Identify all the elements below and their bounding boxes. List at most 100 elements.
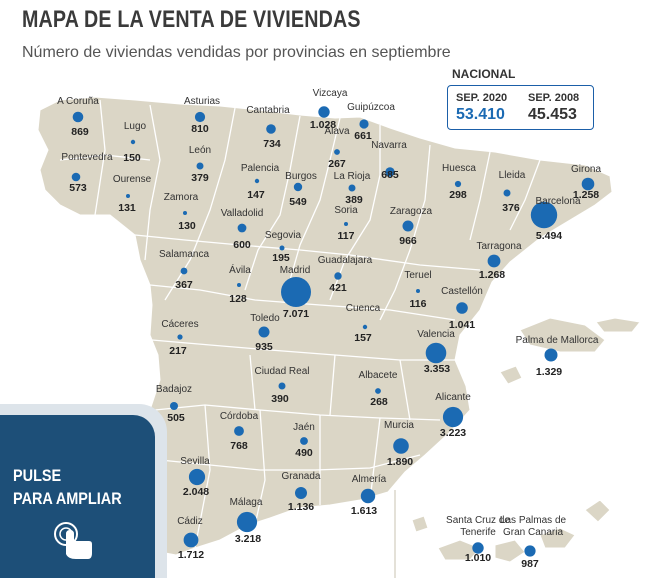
bubble-madrid <box>281 277 311 307</box>
tap-hand-icon <box>54 522 92 559</box>
bubble-guipuzcoa <box>359 119 369 129</box>
province-name-segovia: Segovia <box>265 230 302 241</box>
bubble-murcia <box>393 438 409 454</box>
bubble-lleida <box>503 189 511 197</box>
nacional-summary-box: SEP. 2020 53.410 SEP. 2008 45.453 <box>447 85 594 130</box>
province-name-lugo: Lugo <box>124 121 147 132</box>
province-value-pontevedra: 573 <box>69 182 87 194</box>
bubble-cantabria <box>266 124 276 134</box>
province-value-asturias: 810 <box>191 123 209 135</box>
bubble-avila <box>237 283 241 287</box>
province-value-girona: 1.258 <box>573 189 599 201</box>
bubble-granada <box>295 487 307 499</box>
bubble-alava <box>334 149 340 155</box>
province-name-las-palmas-de-gran-canaria-1: Las Palmas de <box>500 515 567 526</box>
province-name-teruel: Teruel <box>404 270 431 281</box>
bubble-ourense <box>126 194 130 198</box>
province-value-lleida: 376 <box>502 202 520 214</box>
bubble-jaen <box>300 437 308 445</box>
province-value-barcelona: 5.494 <box>536 230 562 242</box>
province-value-soria: 117 <box>338 230 355 242</box>
province-value-almeria: 1.613 <box>351 505 377 517</box>
province-value-leon: 379 <box>191 172 209 184</box>
province-value-alava: 267 <box>328 158 346 170</box>
province-name-valladolid: Valladolid <box>221 208 264 219</box>
bubble-albacete <box>375 388 381 394</box>
canary-islands <box>411 499 611 563</box>
province-name-pontevedra: Pontevedra <box>61 152 113 163</box>
province-value-cantabria: 734 <box>263 138 281 150</box>
province-name-a-coruna: A Coruña <box>57 96 99 107</box>
province-value-guipuzcoa: 661 <box>354 130 372 142</box>
province-name-palencia: Palencia <box>241 163 280 174</box>
province-value-granada: 1.136 <box>288 501 314 513</box>
balearic-islands <box>519 317 606 353</box>
province-value-cordoba: 768 <box>230 440 248 452</box>
bubble-sevilla <box>188 468 206 486</box>
province-value-cuenca: 157 <box>354 332 372 344</box>
zoom-button-line1: PULSE <box>13 466 62 485</box>
bubble-caceres <box>177 334 183 340</box>
bubble-barcelona <box>530 201 558 229</box>
province-value-valladolid: 600 <box>233 239 251 251</box>
province-name-avila: Ávila <box>229 263 251 276</box>
province-name-soria: Soria <box>334 205 358 216</box>
province-value-segovia: 195 <box>272 252 290 264</box>
province-value-caceres: 217 <box>169 345 187 357</box>
province-value-salamanca: 367 <box>175 279 193 291</box>
province-name-madrid: Madrid <box>280 265 311 276</box>
province-name-zamora: Zamora <box>164 192 199 203</box>
sep2008-label: SEP. 2008 <box>528 92 580 104</box>
province-value-las-palmas-de-gran-canaria: 987 <box>521 558 539 570</box>
bubble-navarra <box>385 167 395 177</box>
province-name-ourense: Ourense <box>113 174 152 185</box>
zoom-button[interactable]: PULSE PARA AMPLIAR <box>0 415 155 578</box>
page-subtitle: Número de viviendas vendidas por provinc… <box>22 44 451 61</box>
province-value-alicante: 3.223 <box>440 427 466 439</box>
province-value-lugo: 150 <box>123 152 141 164</box>
province-name-lleida: Lleida <box>499 170 526 181</box>
province-value-jaen: 490 <box>295 447 313 459</box>
province-name-santa-cruz-de-tenerife-1: Santa Cruz de <box>446 515 510 526</box>
bubble-salamanca <box>180 267 188 275</box>
bubble-las-palmas-de-gran-canaria <box>524 545 536 557</box>
province-value-malaga: 3.218 <box>235 533 261 545</box>
province-name-barcelona: Barcelona <box>535 196 580 207</box>
province-name-ciudad-real: Ciudad Real <box>254 366 309 377</box>
province-name-asturias: Asturias <box>184 96 220 107</box>
province-name-malaga: Málaga <box>230 497 263 508</box>
bubble-badajoz <box>170 402 178 410</box>
bubble-alicante <box>442 406 464 428</box>
province-value-ourense: 131 <box>118 202 136 214</box>
bubble-burgos <box>293 182 303 192</box>
province-value-palencia: 147 <box>247 189 265 201</box>
province-name-tarragona: Tarragona <box>476 241 521 252</box>
sep2020-label: SEP. 2020 <box>456 92 508 104</box>
bubble-vizcaya <box>318 106 330 118</box>
province-name-girona: Girona <box>571 164 601 175</box>
bubble-tarragona <box>487 254 501 268</box>
zoom-button-line2: PARA AMPLIAR <box>13 489 122 508</box>
province-value-madrid: 7.071 <box>283 308 309 320</box>
sep2008-value: 45.453 <box>528 106 577 123</box>
province-name-navarra: Navarra <box>371 140 407 151</box>
province-value-cadiz: 1.712 <box>178 549 204 561</box>
bubble-zaragoza <box>402 220 414 232</box>
province-name-zaragoza: Zaragoza <box>390 206 433 217</box>
province-value-tarragona: 1.268 <box>479 269 505 281</box>
ibiza-island <box>499 365 523 385</box>
province-value-badajoz: 505 <box>167 412 185 424</box>
province-value-teruel: 116 <box>410 298 427 310</box>
province-name-granada: Granada <box>282 471 321 482</box>
province-value-ciudad-real: 390 <box>271 393 289 405</box>
bubble-valladolid <box>237 223 247 233</box>
bubble-asturias <box>194 111 206 123</box>
province-value-huesca: 298 <box>449 189 467 201</box>
province-name-santa-cruz-de-tenerife-2: Tenerife <box>460 527 496 538</box>
bubble-girona <box>581 177 595 191</box>
province-name-cuenca: Cuenca <box>346 303 381 314</box>
province-value-guadalajara: 421 <box>329 282 347 294</box>
canary-inset-frame <box>395 490 670 578</box>
province-name-leon: León <box>189 145 211 156</box>
bubble-malaga <box>236 511 258 533</box>
